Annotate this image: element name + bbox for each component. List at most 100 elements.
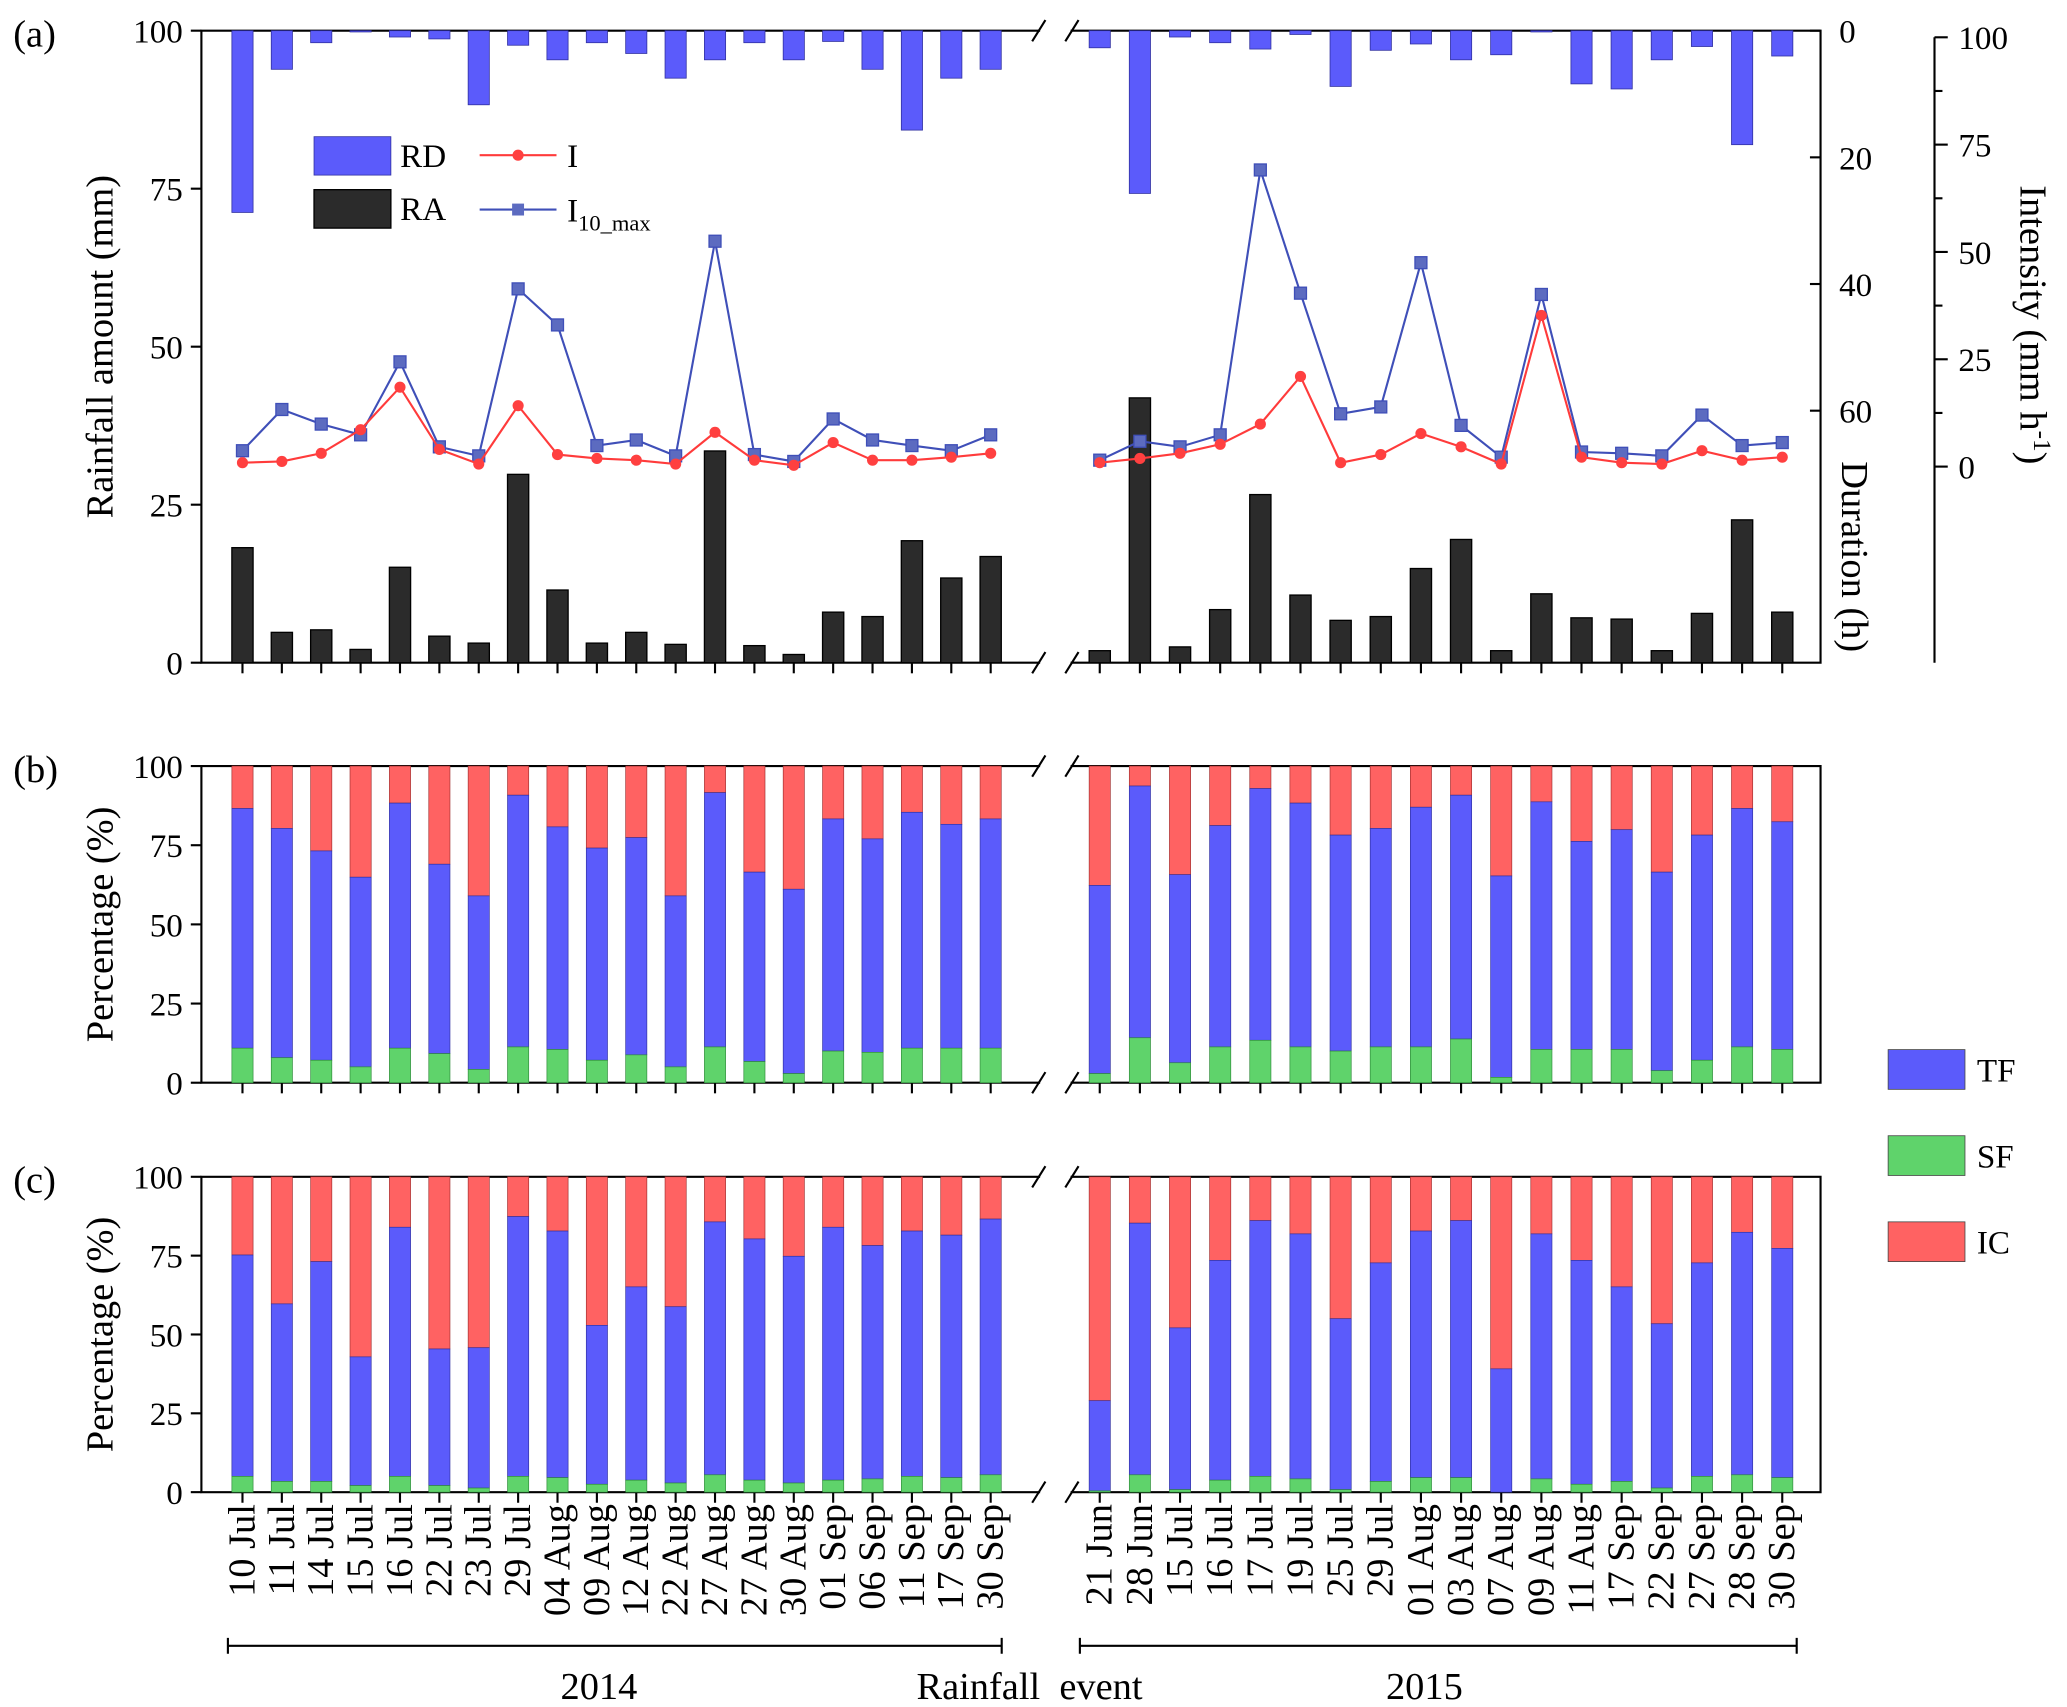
- intensity-tick-label: 0: [1958, 450, 1975, 487]
- ra-bar: [1449, 538, 1473, 664]
- tf-bar-segment: [1691, 1262, 1713, 1477]
- rd-bar: [822, 30, 845, 42]
- tf-bar-segment: [1369, 1262, 1392, 1482]
- sf-bar-segment: [310, 1059, 333, 1084]
- i-point: [866, 454, 879, 466]
- ra-bar: [1570, 617, 1593, 664]
- y-tick-label: 75: [150, 828, 183, 865]
- sf-bar-segment: [1610, 1049, 1633, 1084]
- ra-bar: [1610, 618, 1633, 664]
- tf-bar-segment: [704, 1221, 726, 1476]
- i-point: [1696, 445, 1708, 457]
- x-tick-label: 15 Jul: [340, 1504, 382, 1597]
- sf-bar-segment: [1490, 1077, 1513, 1084]
- rd-bar: [1169, 30, 1192, 38]
- sf-bar-segment: [507, 1476, 530, 1493]
- sf-bar-segment: [1530, 1049, 1553, 1084]
- sf-bar-segment: [979, 1047, 1002, 1084]
- rd-bar: [546, 30, 569, 61]
- sf-bar-segment: [704, 1474, 726, 1493]
- sf-bar-segment: [1169, 1489, 1191, 1493]
- x-tick-label: 30 Sep: [1761, 1504, 1803, 1610]
- ic-bar-segment: [428, 1176, 451, 1350]
- x-tick-label: 15 Jul: [1159, 1504, 1201, 1597]
- ra-bar: [231, 547, 254, 664]
- ic-bar-segment: [1450, 765, 1473, 796]
- sf-bar-segment: [940, 1047, 963, 1084]
- y-tick-label: 0: [166, 1475, 183, 1512]
- ic-bar-segment: [270, 765, 293, 829]
- ic-bar-segment: [1409, 765, 1432, 808]
- tf-bar-segment: [585, 1324, 608, 1485]
- tf-bar-segment: [1570, 841, 1593, 1050]
- tf-bar-segment: [507, 794, 530, 1048]
- i-point: [1134, 452, 1146, 465]
- x-tick-label: 01 Sep: [812, 1504, 854, 1610]
- ra-bar: [1730, 519, 1754, 664]
- tf-bar-segment: [664, 1306, 687, 1484]
- ra-bar: [940, 577, 963, 664]
- i-point: [1294, 370, 1307, 383]
- ic-bar-segment: [349, 765, 372, 878]
- bracket-2015: [1078, 1637, 1798, 1654]
- rd-bar: [1289, 30, 1312, 35]
- tf-bar-segment: [1771, 821, 1794, 1050]
- ic-bar-segment: [1610, 1176, 1633, 1288]
- sf-bar-segment: [585, 1483, 608, 1493]
- sf-bar-segment: [270, 1481, 293, 1493]
- sf-bar-segment: [704, 1046, 726, 1084]
- legend-ra-swatch: [313, 189, 392, 229]
- sf-bar-segment: [467, 1487, 490, 1493]
- ra-bar: [1369, 615, 1393, 664]
- ic-bar-segment: [861, 765, 884, 840]
- ic-bar-segment: [1490, 1176, 1513, 1370]
- rd-bar: [861, 30, 884, 70]
- ic-bar-segment: [507, 1176, 530, 1217]
- tf-bar-segment: [585, 847, 608, 1061]
- axis-break-marks: [1031, 754, 1080, 1094]
- ra-bar: [1409, 567, 1433, 664]
- sf-bar-segment: [310, 1481, 333, 1493]
- ic-bar-segment: [940, 1176, 963, 1236]
- i-point: [1094, 457, 1106, 469]
- tf-bar-segment: [1169, 1327, 1191, 1490]
- ic-bar-segment: [664, 765, 687, 897]
- ic-bar-segment: [270, 1176, 293, 1305]
- intensity-label-end: ): [2012, 452, 2054, 465]
- tf-bar-segment: [1490, 875, 1513, 1078]
- sf-bar-segment: [900, 1047, 923, 1084]
- sf-bar-segment: [1771, 1477, 1794, 1493]
- sf-bar-segment: [1409, 1046, 1432, 1084]
- x-tick-label: 30 Sep: [970, 1504, 1012, 1610]
- rd-bar: [1650, 30, 1673, 61]
- i10max-point: [905, 438, 919, 453]
- x-tick-label: 28 Jun: [1119, 1504, 1161, 1605]
- x-tick-label: 27 Sep: [1681, 1504, 1723, 1610]
- sf-bar-segment: [1329, 1050, 1352, 1084]
- x-tick-label: 23 Jul: [458, 1504, 500, 1597]
- sf-bar-segment: [349, 1066, 372, 1084]
- i-point: [906, 454, 918, 466]
- ic-bar-segment: [1610, 765, 1633, 831]
- ra-bar: [1650, 650, 1674, 664]
- sf-bar-segment: [940, 1477, 963, 1493]
- legend-i10max-marker: [512, 203, 525, 216]
- tf-bar-segment: [546, 826, 569, 1050]
- tf-bar-segment: [822, 818, 845, 1052]
- ic-bar-segment: [1128, 765, 1151, 787]
- sf-bar-segment: [1289, 1046, 1312, 1084]
- x-tick-label: 30 Aug: [773, 1504, 815, 1616]
- ra-bar: [270, 631, 294, 664]
- i-point: [985, 447, 997, 459]
- sf-bar-segment: [389, 1047, 411, 1084]
- ic-bar-segment: [822, 1176, 845, 1228]
- ic-bar-segment: [507, 765, 530, 796]
- i10max-point: [1334, 407, 1348, 421]
- tf-bar-segment: [782, 888, 805, 1074]
- intensity-axis-label: Intensity (mm h-1): [2012, 185, 2055, 464]
- i-point: [1495, 458, 1507, 470]
- i10max-point: [590, 438, 604, 453]
- tf-bar-segment: [349, 876, 372, 1068]
- i10max-point: [275, 402, 289, 417]
- i-point: [670, 458, 682, 470]
